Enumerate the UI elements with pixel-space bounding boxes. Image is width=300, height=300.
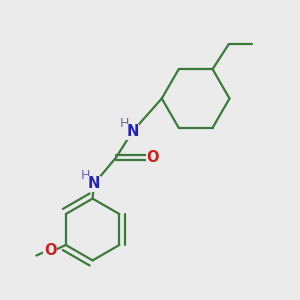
- Text: H: H: [81, 169, 91, 182]
- Text: H: H: [119, 117, 129, 130]
- Text: O: O: [147, 150, 159, 165]
- Text: O: O: [44, 243, 56, 258]
- Text: N: N: [126, 124, 139, 139]
- Text: N: N: [88, 176, 100, 191]
